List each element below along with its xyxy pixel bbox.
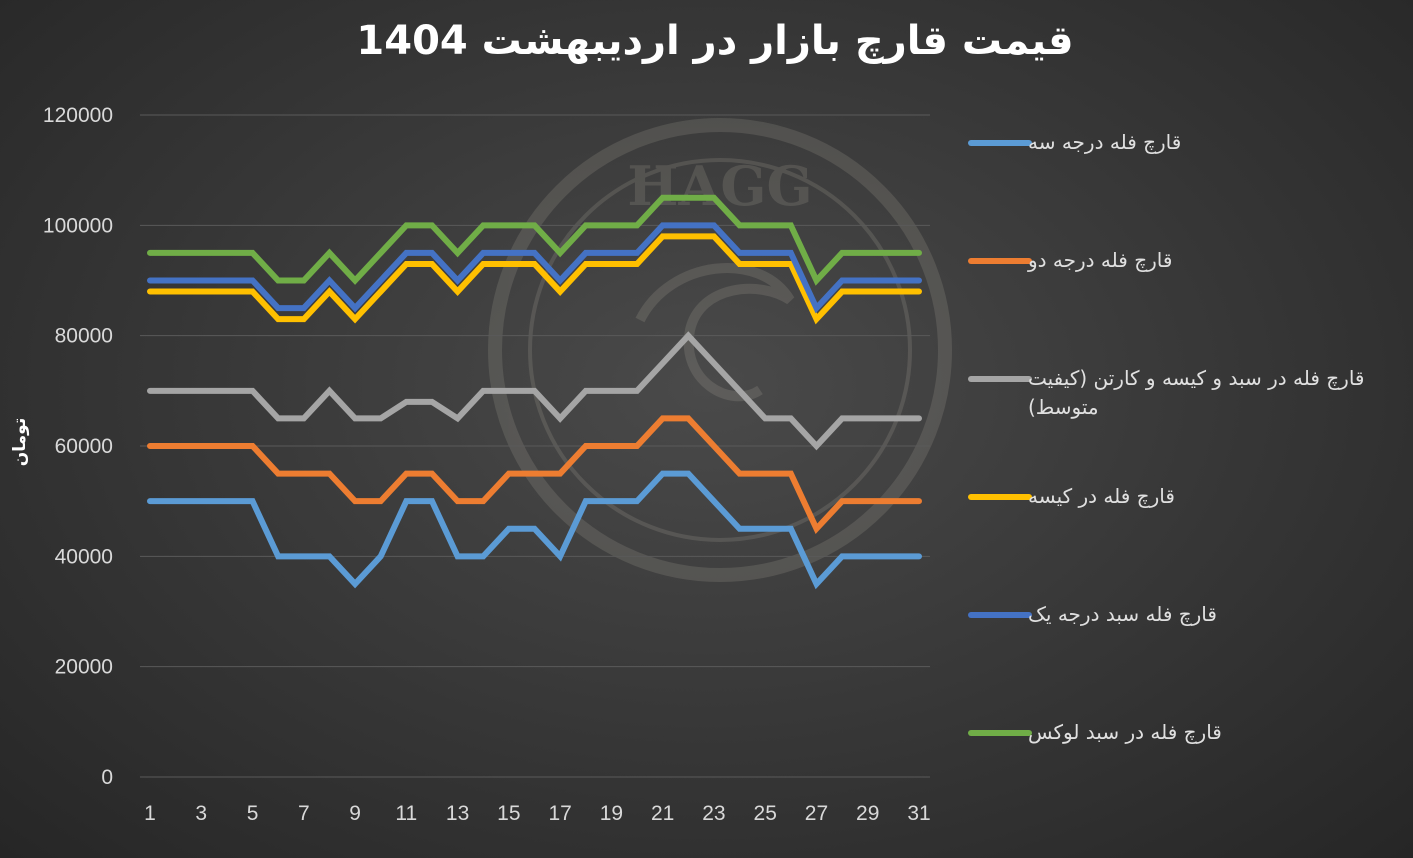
y-tick-label: 40000 — [55, 545, 113, 568]
y-tick-label: 100000 — [43, 214, 113, 237]
legend-label: قارچ فله درجه سه — [1028, 130, 1182, 154]
y-tick-label: 80000 — [55, 325, 113, 348]
series-line-1 — [147, 470, 922, 590]
x-tick-label: 1 — [144, 802, 156, 825]
chart-title: قیمت قارچ بازار در اردیبهشت 1404 — [356, 18, 1074, 64]
y-tick-label: 120000 — [43, 104, 113, 127]
x-tick-label: 9 — [349, 802, 361, 825]
series-line-5 — [147, 222, 922, 314]
legend-swatch — [968, 376, 1032, 382]
y-tick-labels: 0 20000 40000 60000 80000 100000 120000 — [43, 104, 113, 789]
x-tick-label: 11 — [395, 802, 417, 825]
series-line-4 — [147, 233, 922, 325]
legend-swatch — [968, 494, 1032, 500]
legend-label: قارچ فله درجه دو — [1028, 248, 1173, 272]
series-line-3 — [147, 331, 922, 451]
legend-swatch — [968, 258, 1032, 264]
x-tick-label: 25 — [754, 802, 777, 825]
legend-swatch — [968, 140, 1032, 146]
legend-label: قارچ فله سبد درجه یک — [1028, 602, 1217, 626]
watermark-logo: HAGG — [488, 118, 952, 582]
x-tick-label: 3 — [195, 802, 207, 825]
x-tick-label: 19 — [600, 802, 623, 825]
x-tick-label: 23 — [702, 802, 725, 825]
series-lines — [147, 194, 922, 590]
legend-swatch — [968, 730, 1032, 736]
x-tick-label: 21 — [651, 802, 674, 825]
y-tick-label: 20000 — [55, 656, 113, 679]
legend-swatch — [968, 612, 1032, 618]
x-tick-label: 13 — [446, 802, 469, 825]
x-tick-label: 15 — [497, 802, 520, 825]
series-line-6 — [147, 194, 922, 286]
x-tick-label: 5 — [247, 802, 259, 825]
y-tick-label: 0 — [101, 766, 113, 789]
x-tick-label: 27 — [805, 802, 828, 825]
x-tick-label: 31 — [907, 802, 930, 825]
legend-label: قارچ فله در سبد و کیسه و کارتن (کیفیت مت… — [1028, 366, 1365, 419]
x-tick-label: 7 — [298, 802, 310, 825]
legend-label: قارچ فله در سبد لوکس — [1028, 720, 1222, 744]
x-tick-label: 29 — [856, 802, 879, 825]
x-tick-labels: 1 3 5 7 9 11 13 15 17 19 21 23 25 27 29 31 — [144, 802, 931, 825]
y-tick-label: 60000 — [55, 435, 113, 458]
series-line-2 — [147, 415, 922, 535]
legend-label: قارچ فله در کیسه — [1028, 484, 1175, 508]
x-tick-label: 17 — [548, 802, 571, 825]
